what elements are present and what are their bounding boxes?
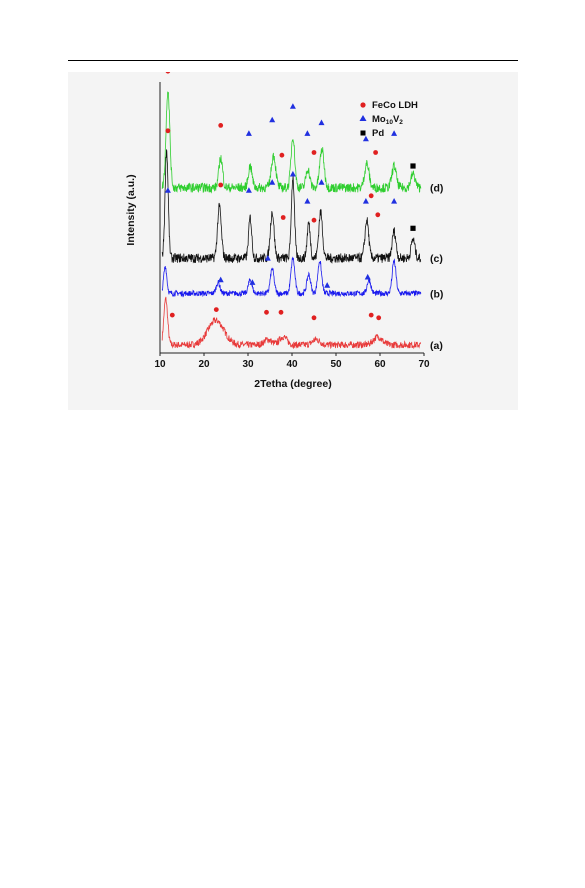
mov-marker [318, 119, 325, 126]
mov-marker [304, 130, 311, 136]
mov-marker [364, 273, 371, 280]
series-0-line [161, 296, 422, 350]
feco-ldh-marker [311, 150, 317, 155]
feco-ldh-marker [264, 309, 269, 315]
mov-marker [217, 276, 224, 283]
feco-ldh-marker [280, 215, 286, 220]
feco-ldh-marker [213, 307, 219, 312]
legend-marker-pd [360, 130, 366, 136]
x-tick-label: 20 [198, 359, 210, 370]
feco-ldh-marker [368, 312, 374, 318]
legend-marker-feco [360, 102, 366, 108]
series-3-line [161, 91, 422, 194]
mov-marker [318, 179, 325, 185]
curve-label-2: (c) [430, 253, 443, 265]
x-tick-label: 10 [154, 359, 166, 370]
feco-ldh-marker [375, 212, 381, 218]
pd-marker [410, 225, 416, 231]
series-1-line [161, 256, 422, 298]
mov-marker [304, 198, 311, 204]
x-tick-label: 60 [374, 359, 386, 370]
mov-marker [324, 282, 331, 288]
feco-ldh-marker [373, 150, 378, 155]
mov-marker [391, 130, 398, 136]
xrd-figure: 10 20 30 40 50 60 70 2Tetha (degree) Intensity… [68, 72, 518, 410]
xrd-chart: 10 20 30 40 50 60 70 2Tetha (degree) Intensity… [125, 72, 443, 390]
legend-label-mov: Mo10V2 [372, 114, 403, 126]
mov-marker [249, 279, 256, 285]
mov-marker [164, 187, 171, 193]
mov-marker [264, 255, 271, 261]
legend-label-feco: FeCo LDH [372, 100, 418, 111]
x-axis-title: 2Tetha (degree) [254, 378, 331, 390]
mov-marker [391, 198, 398, 204]
page-header-rule [68, 60, 518, 61]
mov-marker [269, 179, 276, 185]
curve-label-1: (b) [430, 288, 443, 300]
curve-labels: (a) (b) (c) (d) [430, 183, 443, 352]
feco-ldh-marker [218, 182, 224, 188]
pd-marker [410, 163, 416, 169]
x-tick-label: 30 [242, 359, 254, 370]
curve-label-3: (d) [430, 183, 443, 195]
y-axis-title: Intensity (a.u.) [125, 174, 137, 245]
feco-ldh-marker [311, 315, 317, 321]
mov-marker [289, 170, 296, 177]
x-tick-label: 70 [418, 359, 430, 370]
mov-marker [362, 135, 369, 142]
legend: FeCo LDH Mo10V2 Pd [359, 100, 418, 139]
feco-ldh-marker [169, 312, 175, 318]
axes: 10 20 30 40 50 60 70 [154, 82, 430, 370]
x-ticks: 10 20 30 40 50 60 70 [154, 353, 430, 370]
mov-marker [289, 103, 296, 109]
legend-marker-mov [359, 115, 367, 121]
feco-ldh-marker [278, 309, 284, 315]
feco-ldh-marker [311, 217, 317, 223]
feco-ldh-marker [368, 193, 374, 199]
feco-ldh-marker [165, 72, 171, 74]
curve-layer [161, 91, 422, 350]
legend-label-pd: Pd [372, 128, 384, 139]
feco-ldh-marker [279, 152, 285, 158]
x-tick-label: 50 [330, 359, 342, 370]
mov-marker [245, 187, 252, 193]
curve-label-0: (a) [430, 340, 443, 352]
series-2-line [161, 149, 422, 264]
feco-ldh-marker [218, 123, 224, 128]
mov-marker [362, 198, 369, 204]
mov-marker [245, 130, 252, 136]
feco-ldh-marker [376, 315, 382, 321]
x-tick-label: 40 [286, 359, 298, 370]
feco-ldh-marker [165, 128, 171, 134]
marker-layer [164, 72, 416, 321]
mov-marker [269, 116, 276, 123]
